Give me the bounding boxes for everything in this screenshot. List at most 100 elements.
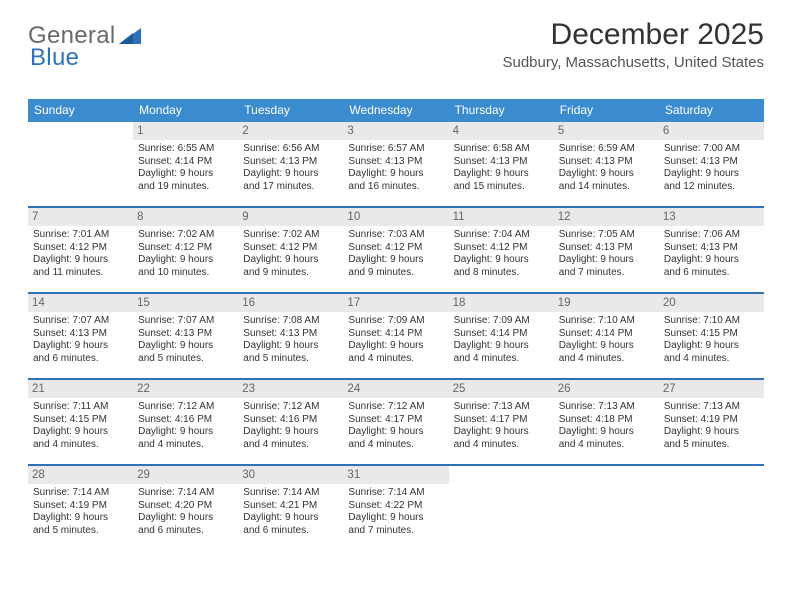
daylight-line-1: Daylight: 9 hours — [242, 512, 339, 525]
sunset-text: Sunset: 4:14 PM — [558, 328, 655, 341]
sunrise-text: Sunrise: 7:14 AM — [242, 487, 339, 500]
day-cell: 10Sunrise: 7:03 AMSunset: 4:12 PMDayligh… — [343, 208, 448, 292]
sunrise-text: Sunrise: 7:09 AM — [347, 315, 444, 328]
sunset-text: Sunset: 4:12 PM — [347, 242, 444, 255]
daylight-line-2: and 7 minutes. — [558, 267, 655, 280]
sunset-text: Sunset: 4:14 PM — [137, 156, 234, 169]
brand-text-2: Blue — [30, 44, 79, 71]
sunrise-text: Sunrise: 7:00 AM — [663, 143, 760, 156]
sunrise-text: Sunrise: 7:01 AM — [32, 229, 129, 242]
daylight-line-2: and 4 minutes. — [32, 439, 129, 452]
daylight-line-1: Daylight: 9 hours — [453, 340, 550, 353]
dow-sunday: Sunday — [28, 99, 133, 122]
daylight-line-2: and 10 minutes. — [137, 267, 234, 280]
day-cell: 5Sunrise: 6:59 AMSunset: 4:13 PMDaylight… — [554, 122, 659, 206]
daylight-line-2: and 8 minutes. — [453, 267, 550, 280]
day-number: 2 — [238, 122, 343, 140]
day-cell: 3Sunrise: 6:57 AMSunset: 4:13 PMDaylight… — [343, 122, 448, 206]
day-cell: 28Sunrise: 7:14 AMSunset: 4:19 PMDayligh… — [28, 466, 133, 550]
sunset-text: Sunset: 4:21 PM — [242, 500, 339, 513]
day-number: 21 — [28, 380, 133, 398]
day-number: 29 — [133, 466, 238, 484]
day-cell: 18Sunrise: 7:09 AMSunset: 4:14 PMDayligh… — [449, 294, 554, 378]
day-cell: . — [554, 466, 659, 550]
day-cell: 6Sunrise: 7:00 AMSunset: 4:13 PMDaylight… — [659, 122, 764, 206]
day-number: 15 — [133, 294, 238, 312]
sunrise-text: Sunrise: 7:10 AM — [663, 315, 760, 328]
sunrise-text: Sunrise: 7:13 AM — [453, 401, 550, 414]
daylight-line-2: and 4 minutes. — [347, 439, 444, 452]
page: General December 2025 Sudbury, Massachus… — [0, 0, 792, 560]
sunrise-text: Sunrise: 7:13 AM — [663, 401, 760, 414]
day-cell: 19Sunrise: 7:10 AMSunset: 4:14 PMDayligh… — [554, 294, 659, 378]
daylight-line-1: Daylight: 9 hours — [32, 512, 129, 525]
daylight-line-1: Daylight: 9 hours — [453, 168, 550, 181]
calendar: Sunday Monday Tuesday Wednesday Thursday… — [28, 99, 764, 550]
day-number: 20 — [659, 294, 764, 312]
day-number: 8 — [133, 208, 238, 226]
sunset-text: Sunset: 4:13 PM — [453, 156, 550, 169]
dow-monday: Monday — [133, 99, 238, 122]
daylight-line-1: Daylight: 9 hours — [137, 340, 234, 353]
sunset-text: Sunset: 4:13 PM — [347, 156, 444, 169]
day-number: 9 — [238, 208, 343, 226]
day-cell: 13Sunrise: 7:06 AMSunset: 4:13 PMDayligh… — [659, 208, 764, 292]
day-cell: 12Sunrise: 7:05 AMSunset: 4:13 PMDayligh… — [554, 208, 659, 292]
day-number: 4 — [449, 122, 554, 140]
day-cell: 4 Sunrise: 6:58 AMSunset: 4:13 PMDaylight… — [449, 122, 554, 206]
daylight-line-2: and 7 minutes. — [347, 525, 444, 538]
week-row: 28Sunrise: 7:14 AMSunset: 4:19 PMDayligh… — [28, 466, 764, 550]
sunrise-text: Sunrise: 7:02 AM — [137, 229, 234, 242]
sunset-text: Sunset: 4:12 PM — [32, 242, 129, 255]
day-cell: 24Sunrise: 7:12 AMSunset: 4:17 PMDayligh… — [343, 380, 448, 464]
day-cell: . — [449, 466, 554, 550]
sunrise-text: Sunrise: 7:12 AM — [137, 401, 234, 414]
sunset-text: Sunset: 4:15 PM — [32, 414, 129, 427]
daylight-line-1: Daylight: 9 hours — [453, 254, 550, 267]
day-cell: 15Sunrise: 7:07 AMSunset: 4:13 PMDayligh… — [133, 294, 238, 378]
daylight-line-1: Daylight: 9 hours — [347, 426, 444, 439]
sunset-text: Sunset: 4:19 PM — [32, 500, 129, 513]
month-title: December 2025 — [502, 18, 764, 52]
sunrise-text: Sunrise: 7:11 AM — [32, 401, 129, 414]
daylight-line-2: and 9 minutes. — [242, 267, 339, 280]
sunset-text: Sunset: 4:18 PM — [558, 414, 655, 427]
sunset-text: Sunset: 4:22 PM — [347, 500, 444, 513]
sunset-text: Sunset: 4:13 PM — [242, 156, 339, 169]
week-row: 7Sunrise: 7:01 AMSunset: 4:12 PMDaylight… — [28, 208, 764, 294]
daylight-line-1: Daylight: 9 hours — [663, 168, 760, 181]
sunset-text: Sunset: 4:13 PM — [663, 242, 760, 255]
sunrise-text: Sunrise: 7:08 AM — [242, 315, 339, 328]
day-cell: 31Sunrise: 7:14 AMSunset: 4:22 PMDayligh… — [343, 466, 448, 550]
header: General December 2025 Sudbury, Massachus… — [28, 18, 764, 71]
daylight-line-2: and 5 minutes. — [663, 439, 760, 452]
daylight-line-2: and 6 minutes. — [242, 525, 339, 538]
daylight-line-2: and 4 minutes. — [558, 439, 655, 452]
daylight-line-2: and 4 minutes. — [558, 353, 655, 366]
daylight-line-1: Daylight: 9 hours — [242, 426, 339, 439]
day-cell: 9Sunrise: 7:02 AMSunset: 4:12 PMDaylight… — [238, 208, 343, 292]
sunset-text: Sunset: 4:13 PM — [242, 328, 339, 341]
weeks-container: .1Sunrise: 6:55 AMSunset: 4:14 PMDayligh… — [28, 122, 764, 550]
title-block: December 2025 Sudbury, Massachusetts, Un… — [502, 18, 764, 71]
day-number: 14 — [28, 294, 133, 312]
day-number: 12 — [554, 208, 659, 226]
day-number: 18 — [449, 294, 554, 312]
sunset-text: Sunset: 4:17 PM — [453, 414, 550, 427]
day-cell: 7Sunrise: 7:01 AMSunset: 4:12 PMDaylight… — [28, 208, 133, 292]
brand-text-2-wrap: Blue — [30, 44, 79, 72]
day-number: 10 — [343, 208, 448, 226]
day-number: 23 — [238, 380, 343, 398]
sunrise-text: Sunrise: 6:58 AM — [453, 143, 550, 156]
daylight-line-2: and 14 minutes. — [558, 181, 655, 194]
daylight-line-2: and 6 minutes. — [137, 525, 234, 538]
daylight-line-2: and 16 minutes. — [347, 181, 444, 194]
sunset-text: Sunset: 4:16 PM — [242, 414, 339, 427]
day-number: 1 — [133, 122, 238, 140]
day-number: 5 — [554, 122, 659, 140]
daylight-line-1: Daylight: 9 hours — [347, 340, 444, 353]
sunset-text: Sunset: 4:15 PM — [663, 328, 760, 341]
sunrise-text: Sunrise: 7:12 AM — [347, 401, 444, 414]
sunrise-text: Sunrise: 6:56 AM — [242, 143, 339, 156]
daylight-line-2: and 4 minutes. — [663, 353, 760, 366]
